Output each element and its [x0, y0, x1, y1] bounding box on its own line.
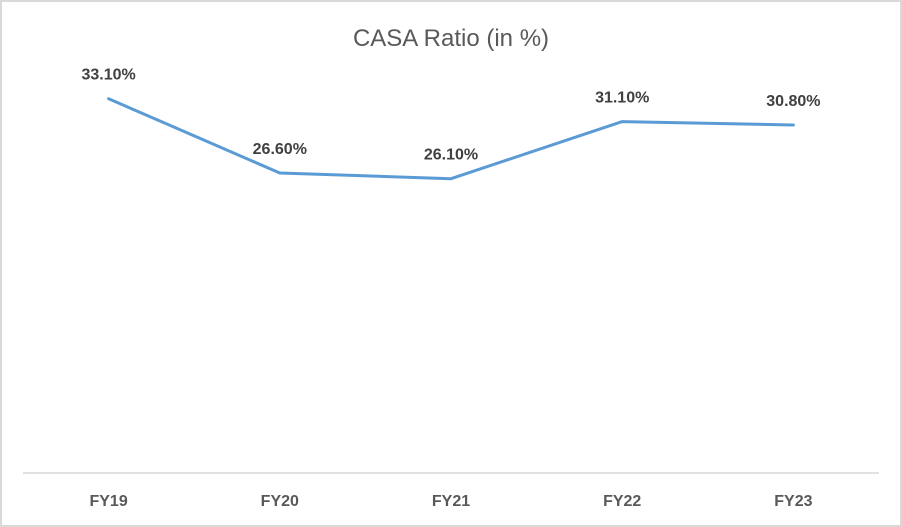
data-label: 30.80% [766, 93, 820, 110]
x-tick-label: FY23 [774, 493, 812, 510]
x-tick-label: FY19 [89, 493, 127, 510]
data-label: 33.10% [81, 67, 135, 84]
data-label: 31.10% [595, 90, 649, 107]
x-tick-label: FY21 [432, 493, 470, 510]
data-label: 26.60% [253, 141, 307, 158]
chart-title: CASA Ratio (in %) [353, 25, 549, 52]
x-tick-label: FY20 [261, 493, 299, 510]
data-label: 26.10% [424, 147, 478, 164]
series-line [107, 97, 795, 181]
x-tick-label: FY22 [603, 493, 641, 510]
